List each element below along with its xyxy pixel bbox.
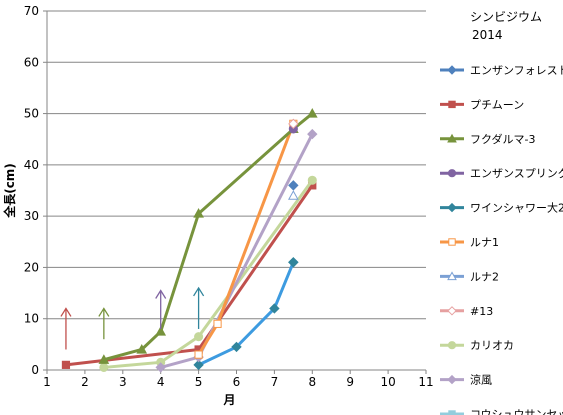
- tick-labels: 1 2 3 4 5 6 7 8 9 10 11 0 10 20 30 40 50 60 70: [24, 4, 434, 389]
- legend-item: フクダルマ-3: [440, 132, 536, 146]
- legend-swatch-marker: [447, 374, 457, 385]
- series-1-line: [65, 184, 314, 367]
- legend-swatch-marker: [447, 271, 457, 281]
- series-0-point: [288, 180, 299, 191]
- legend-label: ルナ2: [470, 270, 499, 283]
- y-axis-title: 全長(cm): [2, 163, 17, 219]
- legend-label: 涼風: [470, 373, 492, 387]
- x-tick-label: 8: [308, 375, 316, 389]
- series-8-point: [99, 362, 109, 372]
- gridlines: [47, 10, 426, 320]
- x-tick-label: 11: [418, 375, 433, 389]
- legend-label: ワインシャワー大2R: [470, 201, 563, 215]
- chart-title-line-2: 2014: [472, 28, 503, 42]
- x-tick-label: 9: [346, 375, 354, 389]
- chart-title-line-1: シンビジウム: [470, 10, 542, 24]
- series-2-point: [306, 108, 318, 118]
- x-tick-label: 4: [157, 375, 165, 389]
- y-tick-label: 20: [24, 260, 39, 274]
- extra-series-point: [269, 303, 280, 314]
- arrow-annotations: [60, 286, 205, 350]
- legend-swatch-marker: [447, 169, 457, 178]
- series-2-point: [155, 326, 167, 336]
- legend-swatch-marker: [447, 341, 457, 350]
- extra-series-point: [193, 359, 204, 371]
- y-tick-label: 60: [24, 55, 39, 69]
- legend-label: フクダルマ-3: [470, 132, 536, 146]
- legend-item: エンザンフォレスト-2L: [440, 64, 563, 77]
- legend-swatch-marker: [447, 202, 457, 213]
- y-tick-label: 70: [24, 4, 39, 18]
- legend-item: ルナ2: [440, 270, 499, 283]
- y-tick-label: 30: [24, 209, 39, 223]
- legend-swatch-marker: [447, 133, 457, 143]
- legend-item: コウシュウサンセット: [440, 408, 563, 415]
- x-tick-label: 6: [233, 375, 241, 389]
- series-2-point: [98, 354, 110, 364]
- x-tick-label: 2: [81, 375, 89, 389]
- chart-title: シンビジウム 2014: [470, 10, 542, 42]
- x-axis-title: 月: [222, 393, 235, 407]
- arrow-annotation: [98, 307, 110, 340]
- y-tick-label: 10: [24, 312, 39, 326]
- series-5-point: [213, 319, 222, 328]
- arrow-annotation: [193, 286, 205, 329]
- series-8-point: [307, 175, 317, 185]
- legend-item: プチムーン: [440, 98, 524, 111]
- legend-swatch-marker: [448, 100, 456, 109]
- series-1-point: [61, 360, 71, 369]
- series-9-point: [307, 128, 318, 140]
- x-tick-label: 1: [43, 375, 51, 389]
- legend-item: #13: [440, 305, 493, 318]
- legend-label: #13: [470, 305, 493, 318]
- series-4-point: [288, 257, 299, 268]
- series-2-point: [193, 208, 204, 218]
- series-9-line: [160, 133, 314, 369]
- legend-label: プチムーン: [470, 98, 524, 111]
- extra-series-point: [231, 341, 242, 353]
- x-tick-label: 7: [271, 375, 279, 389]
- extra-series-line: [197, 261, 295, 367]
- legend-item: エンザンスプリング2L: [440, 166, 563, 180]
- series-9-point: [155, 362, 166, 373]
- legend-label: エンザンスプリング2L: [470, 166, 563, 180]
- legend-item: カリオカ: [440, 339, 514, 352]
- legend-swatch-marker: [447, 65, 457, 75]
- series-2-point: [136, 343, 148, 354]
- arrow-annotation: [60, 307, 72, 350]
- arrow-annotation: [155, 289, 167, 329]
- legend-swatch-marker: [448, 238, 456, 246]
- x-tick-label: 3: [119, 375, 127, 389]
- y-tick-label: 50: [24, 107, 39, 121]
- y-tick-label: 40: [24, 158, 39, 172]
- series-8-line: [103, 179, 314, 369]
- legend-label: ルナ1: [470, 236, 499, 249]
- legend-item: ワインシャワー大2R: [440, 201, 563, 215]
- series-lines: [61, 108, 318, 373]
- series-6-point: [288, 190, 299, 200]
- legend-swatch-marker: [447, 306, 457, 316]
- x-tick-label: 5: [195, 375, 203, 389]
- legend-item: ルナ1: [440, 236, 499, 249]
- legend-item: 涼風: [440, 373, 492, 387]
- series-8-point: [194, 332, 204, 342]
- legend-label: コウシュウサンセット: [470, 408, 563, 415]
- series-5-line: [197, 123, 295, 356]
- legend-swatch-marker: [448, 410, 456, 415]
- series-5-point: [194, 350, 203, 359]
- legend-label: エンザンフォレスト-2L: [470, 64, 563, 77]
- y-tick-label: 0: [31, 363, 39, 377]
- legend-label: カリオカ: [470, 339, 514, 352]
- series-7-point: [288, 118, 299, 130]
- x-tick-label: 10: [380, 375, 395, 389]
